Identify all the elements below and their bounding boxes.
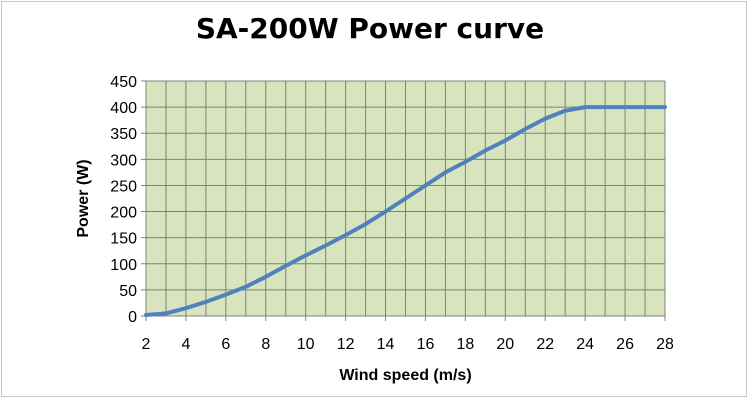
x-tick-label: 6: [221, 336, 230, 353]
x-tick-label: 28: [656, 336, 674, 353]
x-tick-labels: 2 4 6 8 10 12 14 16 18 20 22 24 26 28: [142, 336, 674, 353]
series-line: [144, 105, 667, 317]
y-tick-label: 100: [110, 257, 137, 274]
y-axis-title: Power (W): [75, 159, 92, 237]
y-tick-label: 300: [110, 152, 137, 169]
x-tick-label: 16: [417, 336, 435, 353]
y-tick-label: 50: [119, 283, 137, 300]
y-tick-label: 350: [110, 126, 137, 143]
y-tick-label: 400: [110, 100, 137, 117]
x-tick-label: 24: [576, 336, 594, 353]
y-tick-label: 450: [110, 74, 137, 91]
x-tick-label: 10: [297, 336, 315, 353]
grid-lines: [141, 80, 666, 321]
y-tick-label: 0: [128, 309, 137, 326]
x-tick-label: 22: [536, 336, 554, 353]
x-tick-label: 20: [496, 336, 514, 353]
x-tick-label: 14: [377, 336, 395, 353]
y-tick-labels: 0 50 100 150 200 250 300 350 400 450: [110, 74, 137, 326]
x-tick-label: 18: [456, 336, 474, 353]
y-tick-label: 150: [110, 231, 137, 248]
y-tick-label: 250: [110, 178, 137, 195]
x-tick-label: 8: [261, 336, 270, 353]
x-tick-label: 4: [181, 336, 190, 353]
x-tick-label: 26: [616, 336, 634, 353]
x-axis-title: Wind speed (m/s): [339, 367, 471, 384]
y-tick-label: 200: [110, 205, 137, 222]
chart-title: SA-200W Power curve: [195, 12, 545, 45]
x-tick-label: 2: [142, 336, 151, 353]
x-tick-label: 12: [337, 336, 355, 353]
